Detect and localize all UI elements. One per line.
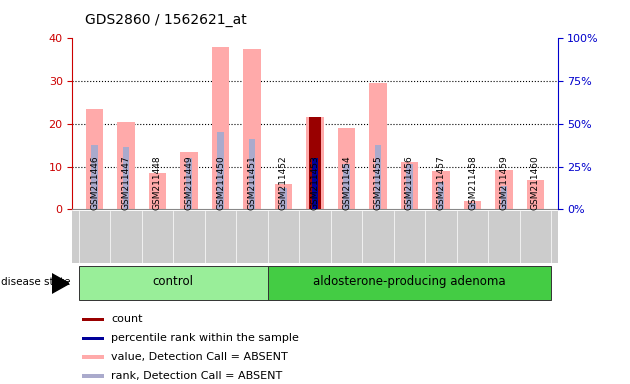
Bar [374, 145, 382, 209]
Bar [464, 201, 481, 209]
Bar [280, 188, 287, 209]
Bar [217, 132, 224, 209]
Bar [248, 139, 256, 209]
Bar [312, 158, 318, 209]
Bar [82, 318, 104, 321]
Bar [82, 356, 104, 359]
Bar [149, 173, 166, 209]
Text: value, Detection Call = ABSENT: value, Detection Call = ABSENT [112, 352, 288, 362]
Bar [343, 164, 350, 209]
Text: percentile rank within the sample: percentile rank within the sample [112, 333, 299, 343]
Text: GDS2860 / 1562621_at: GDS2860 / 1562621_at [85, 13, 247, 27]
Bar [82, 374, 104, 378]
Bar [500, 186, 508, 209]
Text: rank, Detection Call = ABSENT: rank, Detection Call = ABSENT [112, 371, 282, 381]
Bar [432, 171, 450, 209]
Bar [527, 180, 544, 209]
Bar [437, 182, 445, 209]
Bar [338, 128, 355, 209]
Bar [243, 49, 261, 209]
Bar [469, 203, 476, 209]
Bar [212, 47, 229, 209]
Bar [406, 164, 413, 209]
Text: disease state: disease state [1, 277, 71, 287]
Bar [86, 109, 103, 209]
Bar [79, 266, 268, 300]
Bar [309, 118, 321, 209]
Text: aldosterone-producing adenoma: aldosterone-producing adenoma [313, 275, 506, 288]
Bar [117, 122, 135, 209]
Text: control: control [152, 275, 194, 288]
Bar [306, 118, 324, 209]
Bar [122, 147, 130, 209]
Text: count: count [112, 314, 143, 324]
Bar [180, 152, 198, 209]
Bar [91, 145, 98, 209]
Bar [275, 184, 292, 209]
Bar [401, 162, 418, 209]
Bar [369, 83, 387, 209]
Polygon shape [52, 274, 69, 293]
Bar [185, 158, 193, 209]
Bar [495, 170, 513, 209]
Bar [82, 336, 104, 340]
Bar [268, 266, 551, 300]
